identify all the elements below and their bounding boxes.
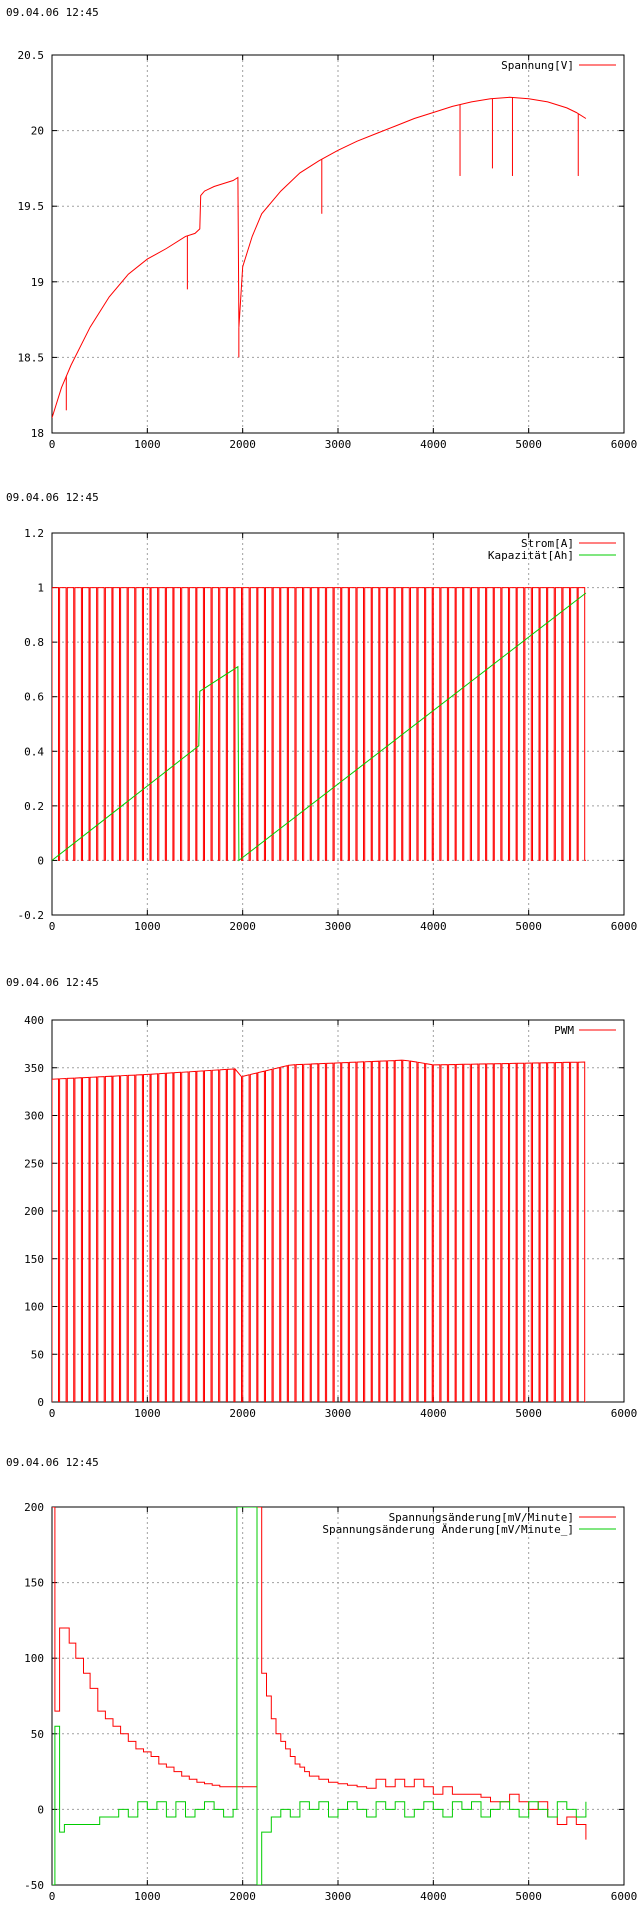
y-tick-label: 0 bbox=[37, 1803, 44, 1816]
x-tick-label: 6000 bbox=[611, 1890, 638, 1903]
timestamp: 09.04.06 12:45 bbox=[6, 6, 99, 19]
y-tick-label: 50 bbox=[31, 1728, 44, 1741]
series-line-1 bbox=[52, 1059, 586, 1402]
y-tick-label: 100 bbox=[24, 1301, 44, 1314]
x-tick-label: 0 bbox=[49, 1407, 56, 1420]
x-tick-label: 3000 bbox=[325, 1407, 352, 1420]
x-tick-label: 5000 bbox=[515, 438, 542, 451]
x-tick-label: 3000 bbox=[325, 920, 352, 933]
x-tick-label: 0 bbox=[49, 1890, 56, 1903]
y-tick-label: 0 bbox=[37, 854, 44, 867]
legend-label: Kapazität[Ah] bbox=[488, 549, 574, 562]
grid bbox=[51, 1019, 625, 1403]
y-tick-label: 150 bbox=[24, 1577, 44, 1590]
y-tick-label: 200 bbox=[24, 1205, 44, 1218]
y-tick-label: 1.2 bbox=[24, 527, 44, 540]
x-tick-label: 2000 bbox=[229, 920, 256, 933]
y-tick-label: 200 bbox=[24, 1501, 44, 1514]
x-tick-label: 6000 bbox=[611, 920, 638, 933]
y-tick-label: 0 bbox=[37, 1396, 44, 1409]
chart-panel-2: 09.04.06 12:45 0 1000 2000 3000 4000 5000 6000… bbox=[0, 485, 640, 955]
y-tick-label: 19 bbox=[31, 276, 44, 289]
x-tick-label: 1000 bbox=[134, 1407, 161, 1420]
x-tick-label: 1000 bbox=[134, 438, 161, 451]
legend-label: Spannung[V] bbox=[501, 59, 574, 72]
y-tick-label: 1 bbox=[37, 582, 44, 595]
x-tick-label: 2000 bbox=[229, 1407, 256, 1420]
y-tick-label: 400 bbox=[24, 1014, 44, 1027]
y-tick-label: 0.8 bbox=[24, 636, 44, 649]
x-tick-label: 4000 bbox=[420, 1407, 447, 1420]
chart-panel-4: 09.04.06 12:45 0 1000 2000 3000 4000 5000 6000… bbox=[0, 1450, 640, 1920]
x-tick-label: 4000 bbox=[420, 920, 447, 933]
chart-voltage-change: 0 1000 2000 3000 4000 5000 6000 -50 0 50 100 150 200… bbox=[24, 1501, 638, 1903]
legend-label: Spannungsänderung[mV/Minute] bbox=[389, 1511, 574, 1524]
y-tick-label: 20 bbox=[31, 125, 44, 138]
x-tick-label: 1000 bbox=[134, 920, 161, 933]
x-tick-label: 3000 bbox=[325, 1890, 352, 1903]
y-tick-label: 100 bbox=[24, 1652, 44, 1665]
series-line-2 bbox=[52, 592, 587, 862]
x-tick-label: 4000 bbox=[420, 438, 447, 451]
grid bbox=[51, 54, 625, 434]
series-line-1 bbox=[52, 587, 586, 861]
x-tick-label: 6000 bbox=[611, 438, 638, 451]
y-tick-label: 50 bbox=[31, 1348, 44, 1361]
x-tick-label: 5000 bbox=[515, 1890, 542, 1903]
x-tick-label: 0 bbox=[49, 920, 56, 933]
chart-voltage: 0 1000 2000 3000 4000 5000 6000 18 18.5 19 19.5 20 2… bbox=[18, 49, 638, 451]
x-tick-label: 1000 bbox=[134, 1890, 161, 1903]
chart-current-capacity: 0 1000 2000 3000 4000 5000 6000 -0.2 0 0.2 0.4 0.6 0… bbox=[18, 527, 638, 933]
chart-panel-1: 09.04.06 12:45 0 1000 2000 3000 4000 5000 6000… bbox=[0, 0, 640, 470]
chart-panel-3: 09.04.06 12:45 0 1000 2000 3000 4000 5000 6000… bbox=[0, 970, 640, 1440]
y-tick-label: 19.5 bbox=[18, 200, 45, 213]
timestamp: 09.04.06 12:45 bbox=[6, 976, 99, 989]
legend-label: PWM bbox=[554, 1024, 574, 1037]
y-tick-label: 18 bbox=[31, 427, 44, 440]
y-tick-label: 250 bbox=[24, 1157, 44, 1170]
y-tick-label: 0.4 bbox=[24, 745, 44, 758]
legend-label: Spannungsänderung Änderung[mV/Minute_] bbox=[322, 1523, 574, 1536]
y-tick-label: 300 bbox=[24, 1110, 44, 1123]
x-tick-label: 5000 bbox=[515, 920, 542, 933]
legend-label: Strom[A] bbox=[521, 537, 574, 550]
timestamp: 09.04.06 12:45 bbox=[6, 491, 99, 504]
grid bbox=[51, 1506, 625, 1886]
x-tick-label: 2000 bbox=[229, 1890, 256, 1903]
y-tick-label: 0.2 bbox=[24, 800, 44, 813]
x-tick-label: 2000 bbox=[229, 438, 256, 451]
x-tick-label: 6000 bbox=[611, 1407, 638, 1420]
series-line-1 bbox=[52, 1507, 587, 1840]
series-line-1 bbox=[52, 96, 587, 419]
x-tick-label: 5000 bbox=[515, 1407, 542, 1420]
y-tick-label: -0.2 bbox=[18, 909, 45, 922]
series-line-2 bbox=[52, 1507, 587, 1885]
y-tick-label: -50 bbox=[24, 1879, 44, 1892]
y-tick-label: 150 bbox=[24, 1253, 44, 1266]
x-tick-label: 4000 bbox=[420, 1890, 447, 1903]
y-tick-label: 350 bbox=[24, 1062, 44, 1075]
grid bbox=[51, 532, 625, 916]
y-tick-label: 20.5 bbox=[18, 49, 45, 62]
x-tick-label: 0 bbox=[49, 438, 56, 451]
timestamp: 09.04.06 12:45 bbox=[6, 1456, 99, 1469]
x-tick-label: 3000 bbox=[325, 438, 352, 451]
y-tick-label: 0.6 bbox=[24, 691, 44, 704]
y-tick-label: 18.5 bbox=[18, 351, 45, 364]
chart-pwm: 0 1000 2000 3000 4000 5000 6000 0 50 100 150 200 250… bbox=[24, 1014, 638, 1420]
